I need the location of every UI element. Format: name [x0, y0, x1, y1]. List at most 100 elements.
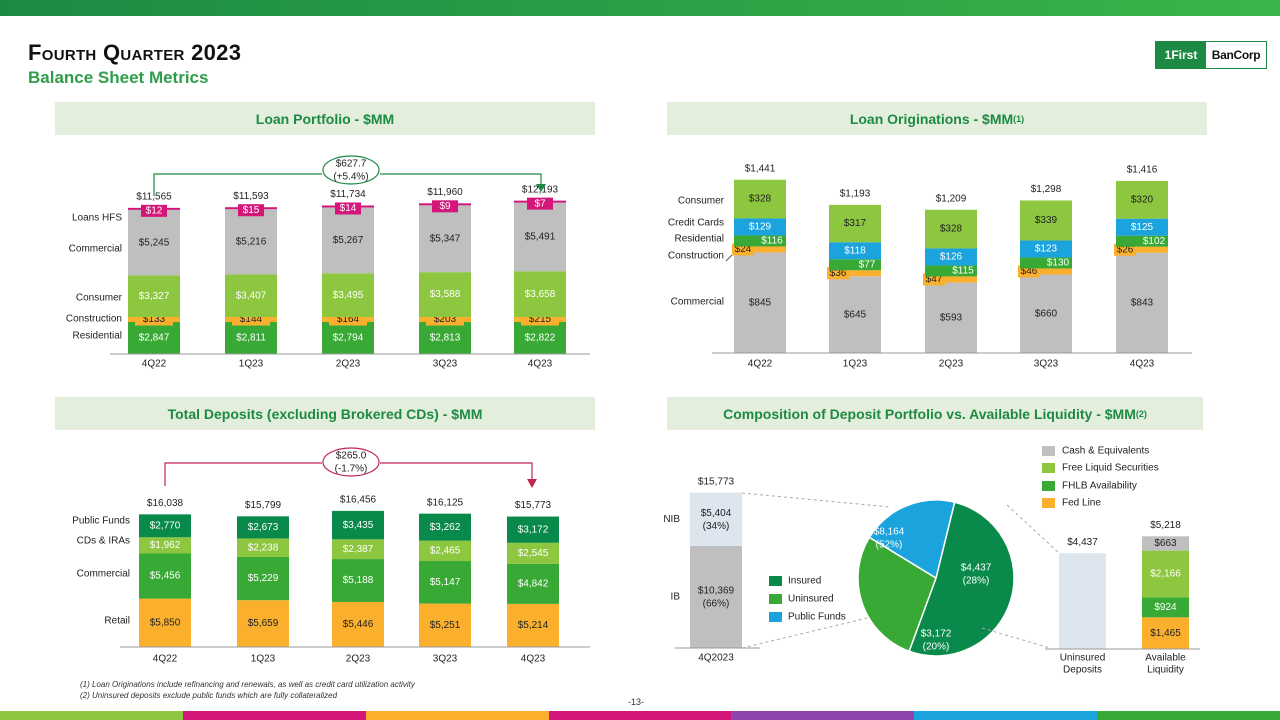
- dep-label-public-funds-2Q23: $3,435: [343, 520, 374, 531]
- loan-bar-residential-4Q22: [128, 322, 180, 354]
- orig-bar-commercial-4Q22: [734, 252, 786, 353]
- dep-total-4Q23: $15,773: [515, 500, 552, 511]
- loan-xtick-2Q23: 2Q23: [336, 359, 361, 370]
- loan-label-residential-3Q23: $2,813: [430, 333, 461, 344]
- orig-label-construction-3Q23: $46: [1021, 266, 1038, 277]
- orig-legend-residential: Residential: [675, 234, 724, 245]
- orig-bar-credit-cards-2Q23: [925, 248, 977, 266]
- orig-construction-pointer: [725, 254, 733, 262]
- bottom-bar-segment-6: [1097, 711, 1280, 720]
- loan-label-commercial-4Q23: $5,491: [525, 232, 556, 243]
- dep-label-cds-iras-4Q23: $2,545: [518, 548, 549, 559]
- loan-label-bg-loans-hfs-1Q23: [238, 204, 264, 217]
- dep-bar-retail-1Q23: [237, 600, 289, 647]
- loan-label-consumer-2Q23: $3,495: [333, 290, 364, 301]
- orig-label-residential-2Q23: $115: [952, 266, 974, 277]
- dep-bar-retail-4Q22: [139, 598, 191, 647]
- loan-bar-consumer-1Q23: [225, 274, 277, 317]
- orig-bar-consumer-3Q23: [1020, 200, 1072, 241]
- loan-label-construction-2Q23: $164: [337, 314, 360, 325]
- dep-label-retail-1Q23: $5,659: [248, 618, 279, 629]
- dep-bar-cds-iras-3Q23: [419, 540, 471, 562]
- loan-xtick-4Q22: 4Q22: [142, 359, 167, 370]
- dep-label-commercial-3Q23: $5,147: [430, 577, 461, 588]
- dep-bar-cds-iras-4Q23: [507, 542, 559, 564]
- dep-bar-public-funds-1Q23: [237, 516, 289, 539]
- loan-bar-consumer-2Q23: [322, 273, 374, 317]
- dep-xtick-2Q23: 2Q23: [346, 654, 371, 665]
- loan-bar-consumer-4Q23: [514, 271, 566, 317]
- loan-bar-consumer-4Q22: [128, 275, 180, 317]
- orig-bar-residential-3Q23: [1020, 257, 1072, 269]
- orig-bar-credit-cards-3Q23: [1020, 240, 1072, 258]
- orig-label-consumer-4Q22: $328: [749, 194, 772, 205]
- liq-xtick-liquidity-2: Liquidity: [1147, 665, 1184, 676]
- dep-label-cds-iras-4Q22: $1,962: [150, 540, 181, 551]
- orig-label-construction-1Q23: $36: [830, 268, 847, 279]
- pie-label-uninsured: $4,437: [961, 563, 992, 574]
- loan-label-bg-loans-hfs-3Q23: [432, 200, 458, 213]
- loan-portfolio-heading: Loan Portfolio - $MM: [55, 102, 595, 135]
- loan-label-commercial-4Q22: $5,245: [139, 237, 170, 248]
- dep-total-4Q22: $16,038: [147, 498, 184, 509]
- pie-pct-public-funds: (20%): [923, 642, 950, 653]
- dep-bar-commercial-1Q23: [237, 556, 289, 601]
- orig-xtick-1Q23: 1Q23: [843, 359, 868, 370]
- loan-total-4Q22: $11,565: [136, 191, 172, 202]
- page-title: Fourth Quarter 2023: [28, 40, 242, 65]
- orig-bar-commercial-2Q23: [925, 282, 977, 353]
- loan-label-residential-4Q23: $2,822: [525, 333, 556, 344]
- loan-label-commercial-1Q23: $5,216: [236, 236, 267, 247]
- dep-bar-retail-2Q23: [332, 601, 384, 647]
- dep-bar-public-funds-2Q23: [332, 510, 384, 540]
- orig-xtick-4Q23: 4Q23: [1130, 359, 1155, 370]
- loan-bar-residential-3Q23: [419, 322, 471, 354]
- loan-label-construction-4Q23: $215: [529, 314, 552, 325]
- pie-label-public-funds: $3,172: [921, 629, 952, 640]
- dep-label-retail-2Q23: $5,446: [343, 619, 374, 630]
- loan-label-loans-hfs-3Q23: $9: [439, 201, 451, 212]
- loan-label-loans-hfs-4Q22: $12: [146, 205, 163, 216]
- loan-total-3Q23: $11,960: [427, 187, 463, 198]
- dep-label-public-funds-4Q22: $2,770: [150, 520, 181, 531]
- orig-label-residential-4Q22: $116: [761, 236, 783, 247]
- liq-legend-fed-line: Fed Line: [1062, 498, 1101, 509]
- loan-total-1Q23: $11,593: [233, 191, 269, 202]
- orig-bar-residential-4Q22: [734, 235, 786, 247]
- loan-legend-commercial: Commercial: [69, 244, 122, 255]
- footnote-2: (2) Uninsured deposits exclude public fu…: [80, 691, 338, 700]
- loan-label-loans-hfs-4Q23: $7: [534, 198, 546, 209]
- comp-label-nib: $5,404: [701, 508, 732, 519]
- dep-label-cds-iras-3Q23: $2,465: [430, 545, 461, 556]
- dep-label-cds-iras-1Q23: $2,238: [248, 542, 279, 553]
- dep-change-bubble: [322, 447, 380, 477]
- liq-legend-swatch-fed-line: [1042, 498, 1055, 508]
- company-logo: 1First BanCorp: [1155, 41, 1267, 69]
- dep-label-commercial-4Q23: $4,842: [518, 578, 549, 589]
- orig-bar-residential-2Q23: [925, 265, 977, 277]
- loan-label-commercial-3Q23: $5,347: [430, 233, 461, 244]
- comp-bar-ib: [690, 545, 742, 648]
- dep-label-retail-3Q23: $5,251: [430, 620, 461, 631]
- dep-label-commercial-1Q23: $5,229: [248, 573, 279, 584]
- orig-bar-credit-cards-4Q23: [1116, 218, 1168, 236]
- liq-legend-swatch-cash-equivalents: [1042, 446, 1055, 456]
- liq-total: $5,218: [1150, 520, 1181, 531]
- liq-bar-cash-equivalents: [1142, 536, 1189, 551]
- loan-label-residential-1Q23: $2,811: [236, 333, 266, 344]
- orig-label-credit-cards-4Q23: $125: [1131, 222, 1154, 233]
- dep-bar-public-funds-4Q23: [507, 516, 559, 543]
- liq-legend-fhlb-availability: FHLB Availability: [1062, 481, 1137, 492]
- orig-label-consumer-4Q23: $320: [1131, 194, 1154, 205]
- liq-connector-top: [1006, 504, 1060, 554]
- liq-xtick-uninsured-1: Uninsured: [1060, 653, 1106, 664]
- liq-label-fhlb-availability: $924: [1154, 602, 1177, 613]
- orig-label-credit-cards-3Q23: $123: [1035, 244, 1058, 255]
- liq-xtick-uninsured-2: Deposits: [1063, 665, 1102, 676]
- liq-bar-fed-line: [1142, 617, 1189, 649]
- comp-bar-nib: [690, 492, 742, 546]
- pie-legend-swatch-insured: [769, 576, 782, 586]
- liq-legend-free-liquid-securities: Free Liquid Securities: [1062, 463, 1159, 474]
- loan-label-loans-hfs-2Q23: $14: [340, 203, 357, 214]
- comp-axis-nib: NIB: [663, 514, 680, 525]
